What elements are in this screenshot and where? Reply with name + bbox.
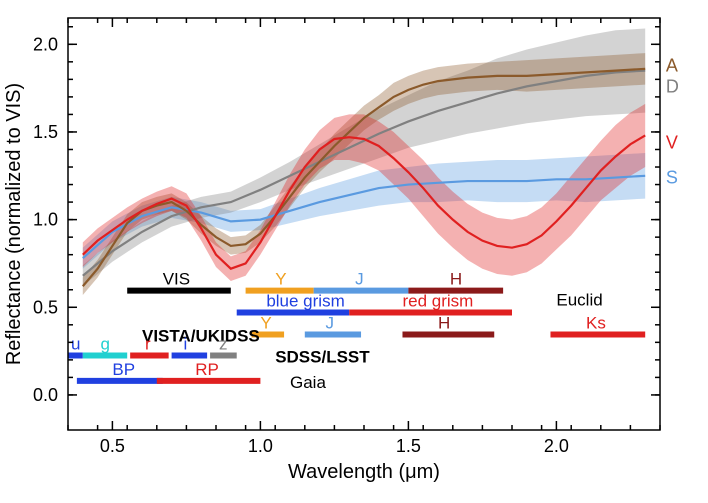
series-label-V: V [666, 132, 678, 152]
xtick: 0.5 [100, 436, 125, 456]
band-label-blue grism: blue grism [266, 292, 344, 311]
ytick: 1.5 [33, 122, 58, 142]
series-label-A: A [666, 55, 678, 75]
x-axis-title: Wavelength (μm) [288, 461, 440, 483]
series-label-D: D [666, 76, 679, 96]
band-label-u: u [71, 334, 80, 353]
survey-label-Gaia: Gaia [290, 373, 326, 392]
reflectance-chart: VIS Y J Hblue grism red grism Euclid Y J H Ks VIST… [0, 0, 708, 503]
y-axis-title: Reflectance (normalized to VIS) [3, 83, 25, 365]
ytick: 1.0 [33, 210, 58, 230]
band-label-r: r [145, 334, 151, 353]
band-label-i: i [183, 334, 187, 353]
band-label-Ks: Ks [586, 313, 606, 332]
ytick: 0.5 [33, 297, 58, 317]
ytick: 2.0 [33, 34, 58, 54]
survey-label-Euclid: Euclid [556, 290, 602, 309]
band-label-J: J [326, 313, 335, 332]
band-label-z: z [219, 334, 228, 353]
band-label-Y: Y [260, 313, 271, 332]
band-label-J: J [355, 270, 364, 289]
xtick: 1.0 [248, 436, 273, 456]
band-label-g: g [101, 334, 110, 353]
band-label-H: H [438, 313, 450, 332]
ytick: 0.0 [33, 385, 58, 405]
band-label-BP: BP [112, 360, 135, 379]
xtick: 1.5 [396, 436, 421, 456]
series-label-S: S [666, 168, 678, 188]
xtick: 2.0 [544, 436, 569, 456]
band-label-Y: Y [275, 270, 286, 289]
band-label-red grism: red grism [402, 292, 473, 311]
band-label-H: H [450, 270, 462, 289]
survey-label-VISTA/UKIDSS: VISTA/UKIDSS [142, 326, 260, 345]
survey-label-SDSS/LSST: SDSS/LSST [275, 347, 370, 366]
band-label-RP: RP [195, 360, 219, 379]
band-label-VIS: VIS [163, 270, 190, 289]
